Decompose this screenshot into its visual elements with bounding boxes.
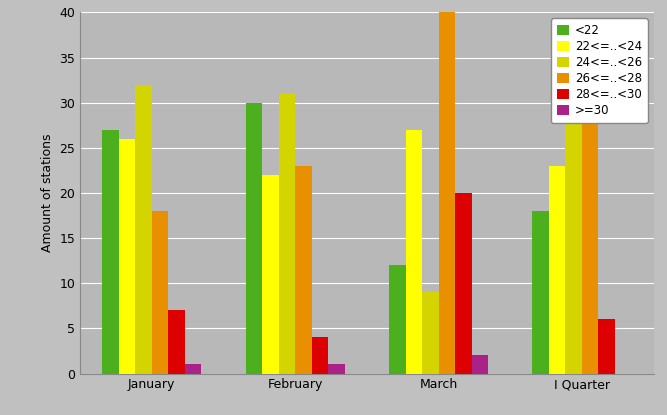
Bar	[152, 211, 168, 374]
Bar	[119, 139, 135, 374]
Bar	[422, 292, 439, 374]
Bar	[472, 355, 488, 374]
Bar	[295, 166, 311, 374]
Bar	[185, 364, 201, 374]
Legend: <22, 22<=..<24, 24<=..<26, 26<=..<28, 28<=..<30, >=30: <22, 22<=..<24, 24<=..<26, 26<=..<28, 28…	[551, 18, 648, 123]
Bar	[566, 49, 582, 374]
Bar	[389, 265, 406, 374]
Bar	[328, 364, 345, 374]
Bar	[406, 130, 422, 374]
Bar	[102, 130, 119, 374]
Bar	[439, 12, 455, 374]
Bar	[262, 175, 279, 374]
Bar	[135, 85, 152, 374]
Bar	[168, 310, 185, 374]
Bar	[279, 94, 295, 374]
Bar	[245, 103, 262, 374]
Y-axis label: Amount of stations: Amount of stations	[41, 134, 54, 252]
Bar	[598, 320, 615, 374]
Bar	[455, 193, 472, 374]
Bar	[532, 211, 549, 374]
Bar	[549, 166, 566, 374]
Bar	[311, 337, 328, 374]
Bar	[582, 112, 598, 374]
